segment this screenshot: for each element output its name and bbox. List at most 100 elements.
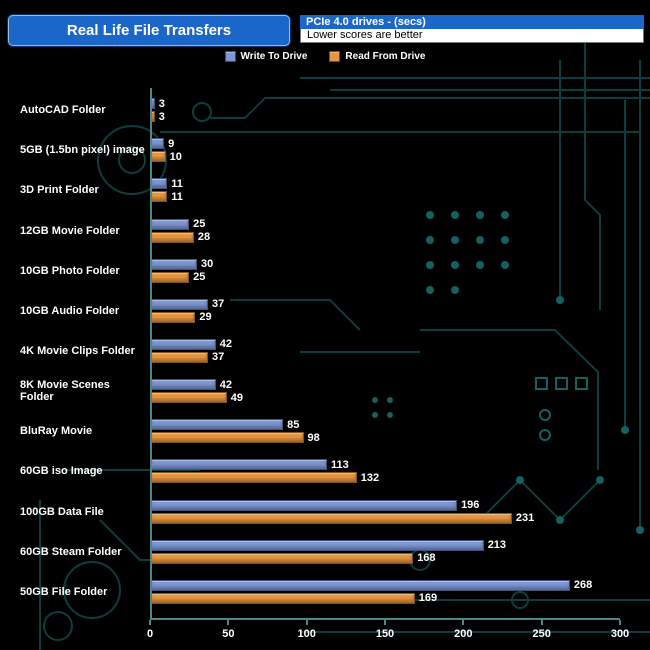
category-label: 60GB Steam Folder	[20, 545, 122, 558]
write-bar	[150, 379, 216, 391]
bar-line: 168	[150, 552, 620, 565]
x-axis-tick	[619, 620, 621, 625]
read-bar	[150, 512, 512, 524]
read-bar	[150, 191, 168, 203]
write-bar	[150, 338, 216, 350]
chart-row: 60GB iso Image 113 132	[0, 457, 650, 485]
write-bar	[150, 298, 208, 310]
bar-value-label: 213	[487, 539, 507, 552]
bar-line: 10	[150, 150, 620, 163]
bar-pair: 30 25	[150, 257, 650, 285]
category-label: 100GB Data File	[20, 505, 104, 518]
subtitle-secondary: Lower scores are better	[300, 29, 644, 43]
bar-value-label: 168	[417, 552, 436, 565]
chart-row: 100GB Data File 196 231	[0, 498, 650, 526]
bar-line: 25	[150, 218, 620, 231]
bar-value-label: 25	[193, 218, 206, 231]
chart-legend: Write To Drive Read From Drive	[0, 51, 650, 62]
x-axis-tick	[384, 620, 386, 625]
bar-value-label: 42	[219, 338, 233, 351]
write-bar	[150, 258, 197, 270]
category-label: 12GB Movie Folder	[20, 224, 120, 237]
bar-pair: 42 49	[150, 377, 650, 405]
bar-line: 42	[150, 338, 620, 351]
read-bar	[150, 271, 190, 283]
category-label: 50GB File Folder	[20, 585, 108, 598]
category-label: 5GB (1.5bn pixel) image	[20, 144, 145, 157]
subtitle-stack: PCIe 4.0 drives - (secs) Lower scores ar…	[300, 15, 644, 46]
read-bar	[150, 472, 357, 484]
chart-row: 8K Movie Scenes Folder 42 49	[0, 377, 650, 405]
bar-value-label: 28	[197, 231, 211, 244]
read-bar	[150, 231, 194, 243]
bar-pair: 268 169	[150, 578, 650, 606]
category-label: 3D Print Folder	[20, 184, 99, 197]
bar-line: 132	[150, 471, 620, 484]
bar-value-label: 9	[168, 137, 175, 150]
bar-pair: 196 231	[150, 498, 650, 526]
x-axis-tick-label: 100	[297, 628, 316, 640]
bar-pair: 25 28	[150, 217, 650, 245]
chart-title: Real Life File Transfers	[66, 22, 232, 39]
bar-value-label: 85	[287, 418, 300, 431]
bar-value-label: 98	[307, 431, 320, 444]
bar-value-label: 11	[171, 177, 183, 190]
bar-line: 196	[150, 499, 620, 511]
bar-line: 169	[150, 592, 620, 604]
bar-line: 42	[150, 379, 620, 391]
x-axis-tick	[305, 620, 308, 625]
write-series-swatch-icon	[224, 51, 236, 62]
bar-chart: AutoCAD Folder 3 3 5GB (1.5bn pixel) image 9…	[0, 84, 650, 646]
read-bar	[150, 432, 304, 444]
bar-value-label: 10	[169, 150, 182, 163]
read-bar	[150, 392, 227, 404]
chart-title-box: Real Life File Transfers	[8, 15, 290, 46]
bar-value-label: 3	[158, 97, 165, 110]
write-bar	[150, 178, 168, 190]
bar-line: 37	[150, 351, 620, 364]
bar-pair: 37 29	[150, 297, 650, 325]
subtitle-primary: PCIe 4.0 drives - (secs)	[300, 15, 644, 29]
read-bar	[150, 151, 166, 163]
read-series-swatch-icon	[329, 51, 341, 62]
write-bar	[150, 459, 328, 471]
chart-row: 50GB File Folder 268 169	[0, 578, 650, 606]
category-label: BluRay Movie	[20, 425, 93, 438]
x-axis-tick-label: 150	[375, 628, 395, 640]
chart-row: AutoCAD Folder 3 3	[0, 96, 650, 124]
category-label: 8K Movie Scenes Folder	[20, 379, 110, 404]
x-axis-tick-label: 0	[146, 628, 154, 640]
y-axis-line	[150, 88, 152, 618]
bar-line: 98	[150, 431, 620, 444]
write-bar	[150, 419, 284, 431]
bar-value-label: 231	[515, 512, 535, 525]
bar-pair: 85 98	[150, 417, 650, 445]
bar-value-label: 132	[360, 471, 380, 484]
bar-value-label: 11	[171, 190, 183, 203]
bar-line: 3	[150, 111, 620, 123]
bar-value-label: 37	[211, 351, 225, 364]
bar-line: 49	[150, 392, 620, 404]
legend-label-read: Read From Drive	[345, 51, 426, 62]
chart-row: 60GB Steam Folder 213 168	[0, 538, 650, 566]
chart-row: BluRay Movie 85 98	[0, 417, 650, 445]
bar-pair: 11 11	[150, 176, 650, 204]
x-axis-tick-label: 200	[454, 628, 473, 640]
bar-pair: 113 132	[150, 457, 650, 485]
category-label: AutoCAD Folder	[20, 104, 106, 117]
bar-line: 113	[150, 459, 620, 471]
chart-row: 10GB Audio Folder 37 29	[0, 297, 650, 325]
legend-item-write: Write To Drive	[224, 51, 307, 62]
bar-pair: 213 168	[150, 538, 650, 566]
read-bar	[150, 592, 415, 604]
chart-row: 12GB Movie Folder 25 28	[0, 217, 650, 245]
read-bar	[150, 351, 208, 363]
bar-line: 231	[150, 512, 620, 525]
chart-header: Real Life File Transfers PCIe 4.0 drives…	[8, 15, 644, 46]
write-bar	[150, 539, 484, 551]
write-bar	[150, 218, 190, 230]
write-bar	[150, 499, 458, 511]
category-label: 10GB Audio Folder	[20, 304, 120, 317]
